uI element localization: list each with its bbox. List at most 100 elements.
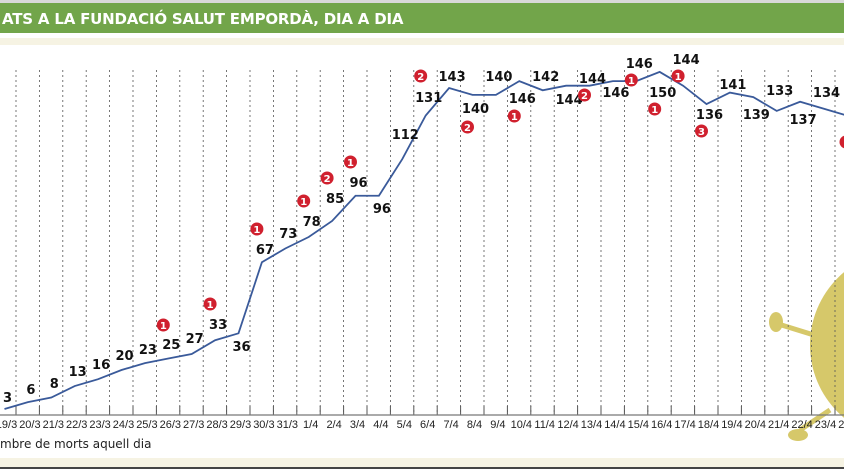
x-tick-label: 24/4	[838, 419, 844, 431]
x-tick-label: 21/3	[43, 419, 64, 431]
death-marker	[507, 109, 521, 123]
x-tick-label: 15/4	[628, 419, 649, 431]
death-count: 1	[253, 225, 260, 236]
x-tick-label: 21/4	[768, 419, 789, 431]
x-tick-label: 11/4	[534, 419, 555, 431]
death-marker	[624, 73, 638, 87]
title-bar: ATS A LA FUNDACIÓ SALUT EMPORDÀ, DIA A D…	[0, 3, 844, 33]
death-count: 1	[347, 158, 354, 169]
x-tick-label: 17/4	[674, 419, 695, 431]
data-label: 136	[696, 108, 723, 123]
data-label: 146	[602, 86, 629, 101]
death-marker	[297, 194, 311, 208]
death-marker	[203, 297, 217, 311]
data-label: 78	[303, 215, 321, 230]
data-label: 134	[813, 86, 840, 101]
data-label: 146	[626, 57, 653, 72]
death-marker	[461, 120, 474, 134]
x-tick-label: 16/4	[651, 419, 672, 431]
death-count: 2	[324, 174, 331, 185]
x-tick-label: 19/4	[721, 419, 742, 431]
data-label: 6	[26, 383, 35, 398]
x-tick-label: 20/3	[19, 419, 40, 431]
x-tick-label: 4/4	[373, 419, 388, 431]
x-tick-label: 26/3	[160, 419, 181, 431]
chart-title: ATS A LA FUNDACIÓ SALUT EMPORDÀ, DIA A D…	[2, 10, 404, 28]
data-label: 36	[232, 340, 250, 355]
death-count: 2	[581, 91, 588, 102]
top-band	[0, 38, 844, 45]
data-label: 144	[556, 93, 583, 108]
death-count: 1	[207, 300, 214, 311]
data-label: 140	[462, 102, 489, 117]
data-label: 8	[50, 377, 59, 392]
data-label: 141	[719, 78, 746, 93]
virus-spike-tip	[769, 312, 783, 332]
data-label: 67	[256, 243, 274, 258]
data-label: 140	[485, 70, 512, 85]
x-tick-label: 23/4	[815, 419, 836, 431]
x-tick-label: 1/4	[303, 419, 318, 431]
series-line	[4, 70, 844, 410]
x-tick-label: 28/3	[206, 419, 227, 431]
death-count: 2	[417, 72, 424, 83]
x-tick-label: 2/4	[326, 419, 341, 431]
data-label: 96	[349, 176, 367, 191]
x-tick-label: 22/4	[791, 419, 812, 431]
death-count: 1	[300, 197, 307, 208]
x-tick-label: 25/3	[136, 419, 157, 431]
death-marker	[250, 222, 264, 236]
bottom-rule	[0, 467, 844, 469]
death-count: 1	[160, 321, 167, 332]
data-label: 3	[3, 391, 12, 406]
x-tick-label: 8/4	[467, 419, 482, 431]
data-label: 146	[509, 92, 536, 107]
data-label: 13	[69, 365, 87, 380]
data-label: 112	[392, 128, 419, 143]
death-count: 1	[675, 72, 682, 83]
legend-deaths: mbre de morts aquell dia	[0, 437, 152, 451]
death-marker	[414, 69, 428, 83]
death-marker	[156, 318, 170, 332]
data-label: 85	[326, 192, 344, 207]
x-tick-label: 13/4	[581, 419, 602, 431]
data-label: 27	[186, 332, 204, 347]
top-rule	[0, 0, 844, 3]
x-tick-label: 22/3	[66, 419, 87, 431]
death-marker	[344, 155, 357, 169]
data-label: 144	[579, 72, 606, 87]
data-label: 131	[415, 91, 442, 106]
bottom-band	[0, 458, 844, 467]
data-label: 16	[92, 358, 110, 373]
x-tick-label: 27/3	[183, 419, 204, 431]
death-marker	[578, 88, 591, 102]
virus-spike	[774, 320, 831, 343]
x-tick-label: 10/4	[511, 419, 532, 431]
x-tick-label: 6/4	[420, 419, 435, 431]
data-label: 137	[790, 113, 817, 128]
data-label: 33	[209, 318, 227, 333]
death-marker	[839, 135, 844, 149]
virus-spike	[798, 407, 832, 433]
death-count: 3	[698, 127, 705, 138]
death-marker	[648, 102, 662, 116]
x-tick-label: 20/4	[745, 419, 766, 431]
death-count: 1	[651, 105, 658, 116]
x-tick-label: 30/3	[253, 419, 274, 431]
data-label: 150	[649, 86, 676, 101]
death-count: 1	[628, 76, 635, 87]
data-label: 20	[115, 349, 133, 364]
x-tick-label: 18/4	[698, 419, 719, 431]
virus-spike-tip	[788, 429, 808, 441]
data-label: 23	[139, 343, 157, 358]
x-tick-label: 3/4	[350, 419, 365, 431]
death-count: 1	[511, 112, 518, 123]
x-tick-label: 23/3	[89, 419, 110, 431]
x-tick-label: 24/3	[113, 419, 134, 431]
x-tick-label: 19/3	[0, 419, 17, 431]
death-count: 2	[464, 123, 471, 134]
x-tick-label: 14/4	[604, 419, 625, 431]
death-marker	[320, 171, 334, 185]
data-label: 133	[766, 84, 793, 99]
